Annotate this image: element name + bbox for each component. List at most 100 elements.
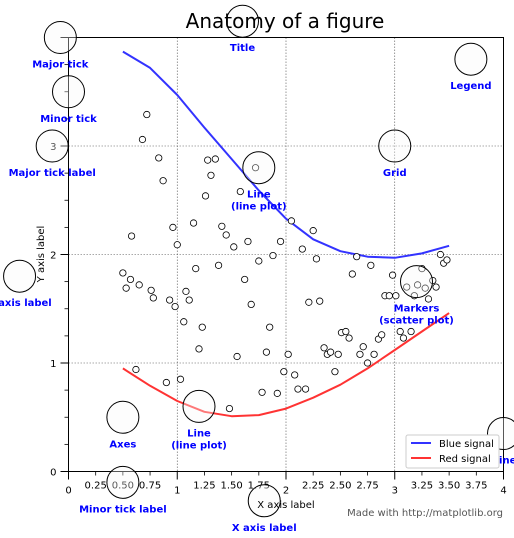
scatter-point xyxy=(241,275,249,284)
scatter-point xyxy=(247,300,255,309)
annotation-line-line-plot: Line (line plot) xyxy=(171,428,227,451)
scatter-point xyxy=(443,256,451,264)
scatter-point xyxy=(132,365,140,374)
scatter-point xyxy=(119,269,127,277)
annotation-grid: Grid xyxy=(383,168,407,179)
major-tick-label-x: 1 xyxy=(174,486,180,497)
annotation-line: Minor tick label xyxy=(79,504,167,515)
annotation-minor-tick: Minor tick xyxy=(40,114,97,125)
scatter-point xyxy=(399,334,408,342)
scatter-point xyxy=(269,251,277,260)
scatter-point xyxy=(316,297,324,305)
major-tick-label-x: 0 xyxy=(65,486,71,497)
annotation-circle xyxy=(43,21,77,54)
annotation-line-line-plot: Line (line plot) xyxy=(231,190,287,213)
scatter-point xyxy=(225,404,234,413)
scatter-point xyxy=(233,352,241,361)
annotation-line: Line xyxy=(187,428,211,439)
scatter-point xyxy=(424,295,433,303)
scatter-point xyxy=(159,177,167,185)
scatter-point xyxy=(169,223,177,231)
scatter-point xyxy=(143,110,151,119)
scatter-point xyxy=(312,255,321,263)
annotation-circle xyxy=(247,484,281,518)
scatter-point xyxy=(162,378,170,387)
scatter-point xyxy=(258,388,266,396)
major-tick-label-x: 2 xyxy=(283,486,289,497)
scatter-point xyxy=(207,171,215,179)
scatter-point xyxy=(122,284,130,292)
scatter-point xyxy=(222,231,230,239)
annotation-circle xyxy=(454,42,488,76)
scatter-point xyxy=(198,323,206,331)
scatter-point xyxy=(320,344,328,352)
scatter-point xyxy=(287,217,296,225)
annotation-circles xyxy=(3,4,514,518)
minor-tick-label-x: 0.25 xyxy=(85,481,107,492)
scatter-point xyxy=(353,253,361,261)
annotation-major-tick: Major tick xyxy=(32,60,89,71)
annotation-line: Axes xyxy=(109,439,136,450)
minor-tick-label-x: 3.25 xyxy=(411,481,433,492)
minor-tick-label-x: 2.75 xyxy=(356,481,378,492)
scatter-point xyxy=(378,331,386,339)
scatter-point xyxy=(176,375,185,383)
legend-label: Blue signal xyxy=(439,439,494,450)
scatter-point xyxy=(334,350,342,358)
annotation-line: Major tick label xyxy=(9,168,96,179)
annotation-legend: Legend xyxy=(450,81,491,92)
scatter-point xyxy=(192,265,200,273)
scatter-point xyxy=(291,371,299,379)
scatter-point xyxy=(173,241,181,249)
annotation-circle xyxy=(182,389,216,423)
scatter-point xyxy=(326,348,335,356)
scatter-point xyxy=(195,345,203,353)
scatter-point xyxy=(348,270,356,278)
scatter-point xyxy=(127,232,136,240)
scatter-point xyxy=(147,286,155,294)
minor-tick-label-x: 2.50 xyxy=(329,481,351,492)
scatter-point xyxy=(230,243,238,251)
annotation-x-axis-label: X axis label xyxy=(232,523,297,534)
scatter-point xyxy=(276,237,285,246)
scatter-point xyxy=(182,287,190,295)
scatter-point xyxy=(255,257,263,265)
blue-signal-line xyxy=(122,50,450,259)
scatter-point xyxy=(403,283,411,291)
annotation-major-tick-label: Major tick label xyxy=(9,168,96,179)
minor-tick-label-x: 0.75 xyxy=(139,481,161,492)
scatter-point xyxy=(218,222,226,230)
annotation-circle xyxy=(106,400,140,434)
legend: Blue signal Red signal xyxy=(405,434,500,469)
annotation-line: Y axis label xyxy=(0,298,52,309)
scatter-point xyxy=(421,284,429,292)
scatter-point xyxy=(189,219,198,227)
x-axis-label: X axis label xyxy=(257,500,314,511)
scatter-point xyxy=(407,327,415,336)
scatter-point xyxy=(392,292,400,300)
major-tick-label-y: 3 xyxy=(50,142,56,153)
annotation-y-axis-label: Y axis label xyxy=(0,298,52,309)
scatter-point xyxy=(342,327,350,336)
annotation-circle xyxy=(242,151,276,185)
y-axis-label: Y axis label xyxy=(36,226,47,284)
gridlines xyxy=(68,37,504,472)
scatter-point xyxy=(388,271,397,279)
minor-tick-label-x: 1.50 xyxy=(220,481,242,492)
annotation-circle xyxy=(106,465,140,499)
chart-title: Anatomy of a figure xyxy=(186,9,385,33)
minor-tick-label-x: 0.50 xyxy=(112,481,134,492)
annotation-line: (line plot) xyxy=(171,440,227,451)
major-tick-label-x: 4 xyxy=(500,486,506,497)
scatter-point xyxy=(251,164,260,172)
legend-label: Red signal xyxy=(439,454,491,465)
annotation-circle xyxy=(226,4,259,38)
scatter-point xyxy=(273,389,281,397)
annotation-circle xyxy=(35,129,69,163)
scatter-point xyxy=(138,135,147,144)
annotation-markers-scatter-plot: Markers (scatter plot) xyxy=(379,304,454,327)
scatter-point xyxy=(211,155,219,163)
scatter-point xyxy=(135,281,143,289)
scatter-point xyxy=(201,192,210,200)
